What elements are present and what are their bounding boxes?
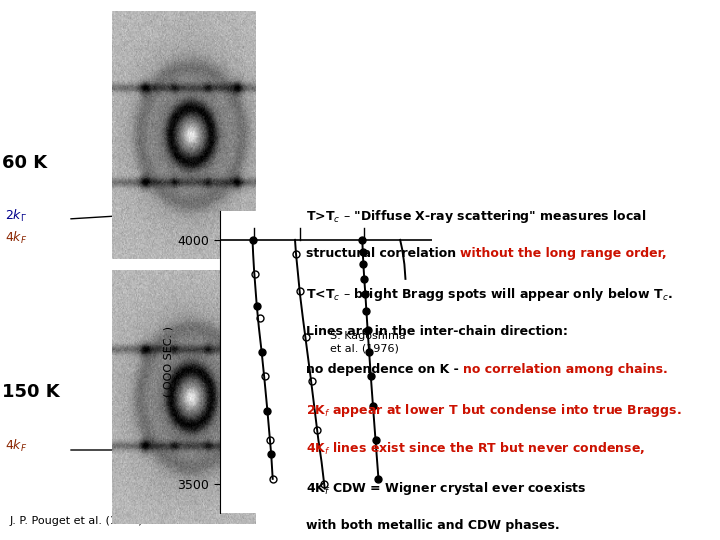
Text: 4K$_f$ lines exist since the RT but never condense,: 4K$_f$ lines exist since the RT but neve… bbox=[306, 441, 645, 457]
Text: Lines are in the inter-chain direction:: Lines are in the inter-chain direction: bbox=[306, 325, 568, 338]
Text: (a): (a) bbox=[122, 24, 138, 34]
Text: no dependence on K -: no dependence on K - bbox=[306, 363, 463, 376]
Text: T<T$_c$ – bright Bragg spots will appear only below T$_c$.: T<T$_c$ – bright Bragg spots will appear… bbox=[306, 286, 672, 302]
Text: $4k_F$: $4k_F$ bbox=[5, 230, 27, 246]
Text: 150 K: 150 K bbox=[2, 383, 60, 401]
Text: 60 K: 60 K bbox=[2, 154, 47, 172]
Text: structural correlation: structural correlation bbox=[306, 247, 461, 260]
Text: with both metallic and CDW phases.: with both metallic and CDW phases. bbox=[306, 519, 559, 532]
Text: without the long range order,: without the long range order, bbox=[461, 247, 667, 260]
Text: no correlation among chains.: no correlation among chains. bbox=[463, 363, 668, 376]
Text: (b): (b) bbox=[122, 294, 138, 304]
Text: J. P. Pouget et al. (1976): J. P. Pouget et al. (1976) bbox=[10, 516, 143, 526]
Text: $4k_F$: $4k_F$ bbox=[5, 438, 27, 454]
Text: 4K$_f$ CDW = Wigner crystal ever coexists: 4K$_f$ CDW = Wigner crystal ever coexist… bbox=[306, 480, 587, 497]
Text: T>T$_c$ – "Diffuse X-ray scattering" measures local: T>T$_c$ – "Diffuse X-ray scattering" mea… bbox=[306, 208, 647, 225]
Text: S. Kagoshima
et al. (1976): S. Kagoshima et al. (1976) bbox=[330, 332, 406, 353]
Text: 2K$_f$ appear at lower T but condense into true Braggs.: 2K$_f$ appear at lower T but condense in… bbox=[306, 402, 682, 419]
Text: $2k_\Gamma$: $2k_\Gamma$ bbox=[5, 208, 27, 224]
Y-axis label: ( OOO SEC. ): ( OOO SEC. ) bbox=[163, 326, 173, 397]
